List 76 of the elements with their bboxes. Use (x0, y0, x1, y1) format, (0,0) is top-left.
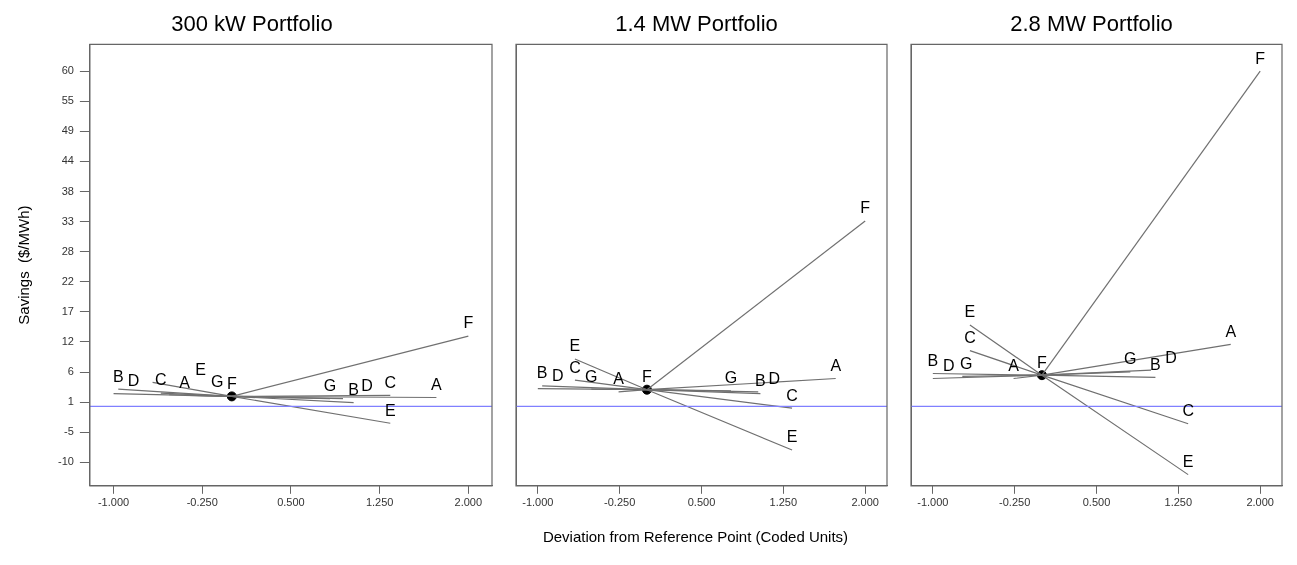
text: A (1225, 322, 1237, 340)
chart-title: 2.8 MW Portfolio (1010, 11, 1173, 37)
series-label: A (1008, 356, 1020, 374)
y-tick-label: -10 (57, 455, 74, 468)
text: B (927, 351, 939, 369)
text: A (830, 356, 842, 374)
text: G (210, 373, 224, 391)
y-tick-label: 22 (61, 274, 74, 287)
series-label: C (786, 386, 798, 404)
x-tick-label: 0.500 (687, 496, 716, 509)
series-label: G (960, 354, 973, 372)
text: E (569, 337, 581, 355)
y-tick-label: 49 (61, 124, 74, 137)
y-axis-title: Savings ($/MWh) (15, 205, 33, 325)
chart-title: 300 kW Portfolio (171, 11, 333, 37)
x-axis-title: Deviation from Reference Point (Coded Units) (541, 528, 850, 545)
text: C (155, 371, 167, 389)
series-label: D (127, 372, 140, 390)
series-label: B (348, 380, 359, 398)
series-label: F (642, 368, 653, 386)
text: E (195, 360, 206, 378)
y-tick-label: 6 (67, 365, 74, 378)
x-tick-label: -1.000 (522, 496, 554, 509)
x-tick-label: 0.500 (1082, 496, 1111, 509)
x-tick-label: -0.250 (186, 496, 218, 509)
series-label: B (1150, 355, 1161, 373)
text: C (964, 328, 976, 346)
text: B (536, 364, 548, 382)
series-label: G (724, 369, 738, 387)
series-label: F (1037, 353, 1048, 371)
text: F (1255, 49, 1266, 67)
series-label: E (786, 428, 798, 446)
text: C (569, 358, 581, 376)
x-tick-label: 2.000 (1246, 496, 1274, 509)
series-label: A (431, 375, 443, 393)
x-tick-label: 2.000 (851, 496, 879, 509)
y-tick-label: 55 (61, 94, 74, 107)
series-label: E (384, 401, 396, 419)
text: E (964, 303, 976, 321)
y-tick-label: 28 (61, 244, 74, 257)
text: D (1165, 348, 1177, 366)
y-tick-label: 60 (61, 64, 74, 77)
x-tick-label: 0.500 (277, 496, 305, 509)
series-label: B (755, 372, 766, 390)
y-tick-label: 33 (61, 214, 74, 227)
text: G (585, 367, 598, 385)
y-tick-label: 38 (61, 184, 74, 197)
y-tick-label: 12 (61, 335, 74, 348)
x-tick-label: 1.250 (769, 496, 798, 509)
x-tick-label: 2.000 (454, 496, 483, 509)
x-tick-label: -0.250 (604, 496, 636, 509)
text: G (1124, 350, 1137, 368)
y-tick-label: 1 (67, 395, 74, 408)
chart-title: 1.4 MW Portfolio (615, 11, 778, 37)
series-label: G (323, 377, 337, 395)
series-label: D (552, 366, 564, 384)
text: D (768, 370, 781, 388)
series-label: D (943, 356, 955, 374)
text: D (361, 377, 373, 395)
text: A (179, 373, 190, 391)
x-tick-label: -0.250 (999, 496, 1031, 509)
series-label: E (1182, 453, 1194, 471)
x-tick-label: 1.250 (1164, 496, 1193, 509)
text: F (463, 314, 474, 332)
y-tick-label: 17 (61, 304, 74, 317)
x-tick-label: -1.000 (917, 496, 949, 509)
y-tick-label: -5 (64, 425, 74, 438)
text: B (112, 367, 124, 385)
series-label: C (1182, 402, 1194, 420)
x-tick-label: -1.000 (97, 496, 130, 509)
series-label: A (613, 370, 625, 388)
series-label: C (384, 373, 397, 391)
text: F (860, 199, 871, 217)
x-tick-label: 1.250 (365, 496, 394, 509)
y-tick-label: 44 (61, 154, 74, 167)
series-label: F (226, 374, 237, 392)
